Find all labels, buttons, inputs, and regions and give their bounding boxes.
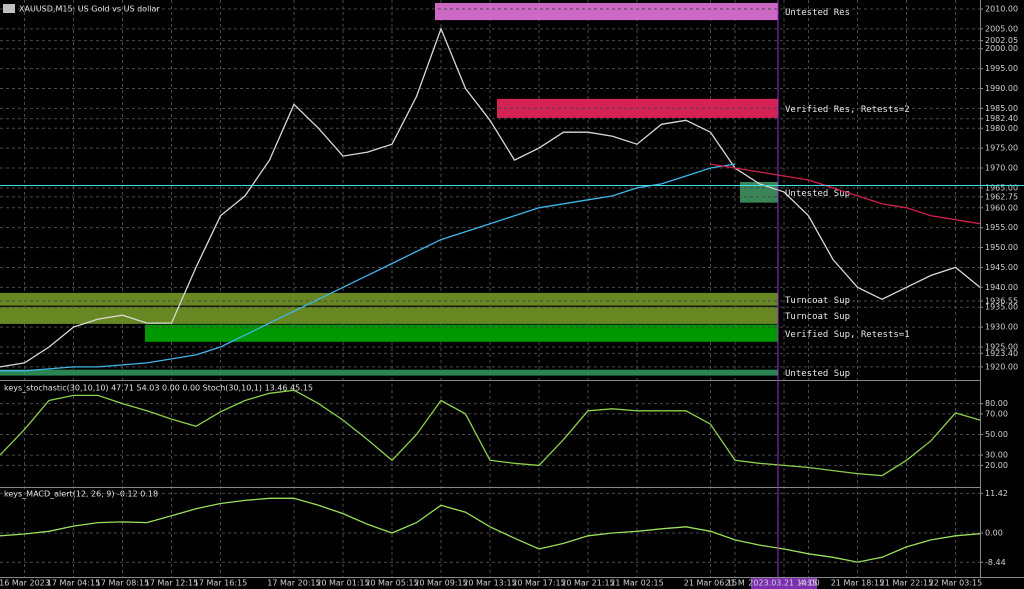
y-tick-label: 1950.00 bbox=[985, 243, 1018, 252]
time-highlight bbox=[751, 578, 817, 589]
zone-label: Turncoat Sup bbox=[785, 296, 850, 306]
x-tick-label: 2023.03.21 14:00 bbox=[748, 579, 819, 588]
y-tick-label: 1945.00 bbox=[985, 263, 1018, 272]
x-tick-label: 20 Mar 21:15 bbox=[561, 579, 614, 588]
y-tick-label: 1955.00 bbox=[985, 223, 1018, 232]
y-tick-label: -8.44 bbox=[985, 558, 1006, 567]
x-tick-label: 20 Mar 05:15 bbox=[365, 579, 418, 588]
y-tick-label: 1965.00 bbox=[985, 183, 1018, 192]
y-tick-label: 1925.00 bbox=[985, 342, 1018, 351]
indicator-title: keys_stochastic(30,10,10) 47.71 54.03 0.… bbox=[4, 384, 313, 393]
zone-label: Untested Sup bbox=[785, 369, 850, 379]
y-tick-label: 2000.00 bbox=[985, 44, 1018, 53]
series-line bbox=[0, 26, 981, 368]
zone bbox=[435, 3, 778, 21]
y-tick-label: 1982.40 bbox=[985, 114, 1018, 123]
symbol-icon bbox=[3, 4, 15, 13]
y-tick-label: 20.00 bbox=[985, 461, 1008, 470]
y-tick-label: 1975.00 bbox=[985, 144, 1018, 153]
zone bbox=[0, 306, 778, 324]
y-tick-label: 1935.00 bbox=[985, 303, 1018, 312]
series-line bbox=[710, 163, 981, 225]
x-tick-label: 17 Mar 20:15 bbox=[267, 579, 320, 588]
y-tick-label: 1940.00 bbox=[985, 283, 1018, 292]
y-tick-label: 1920.00 bbox=[985, 362, 1018, 371]
zone-label: Turncoat Sup bbox=[785, 312, 850, 322]
y-tick-label: 1960.00 bbox=[985, 203, 1018, 212]
x-tick-label: 22 Mar 03:15 bbox=[929, 579, 982, 588]
y-tick-label: 0.00 bbox=[985, 529, 1003, 538]
zone bbox=[145, 324, 778, 342]
y-tick-label: 2005.00 bbox=[985, 24, 1018, 33]
series-line bbox=[0, 497, 981, 563]
y-tick-label: 1936.55 bbox=[985, 297, 1018, 306]
x-tick-label: 21 M bbox=[725, 579, 745, 588]
y-tick-label: 2010.00 bbox=[985, 4, 1018, 13]
x-tick-label: 20 Mar 17:15 bbox=[512, 579, 565, 588]
x-tick-label: 16 Mar 2023 bbox=[0, 579, 50, 588]
x-tick-label: 17 Mar 16:15 bbox=[194, 579, 247, 588]
zone-label: Untested Res bbox=[785, 8, 850, 18]
x-tick-label: 17 Mar 04:15 bbox=[47, 579, 100, 588]
zone-label: Untested Sup bbox=[785, 189, 850, 199]
indicator-title: keys_MACD_alert(12, 26, 9) -0.12 0.18 bbox=[4, 490, 158, 499]
x-tick-label: 17 Mar 12:15 bbox=[145, 579, 198, 588]
series-line bbox=[0, 389, 981, 477]
x-tick-label: 4:15 bbox=[800, 579, 818, 588]
y-tick-label: 11.42 bbox=[985, 489, 1008, 498]
x-tick-label: 21 Mar 22:15 bbox=[880, 579, 933, 588]
series-line bbox=[0, 163, 736, 372]
x-tick-label: 21 Mar 02:15 bbox=[610, 579, 663, 588]
x-tick-label: 20 Mar 09:15 bbox=[414, 579, 467, 588]
y-tick-label: 80.00 bbox=[985, 399, 1008, 408]
chart-title: XAUUSD,M15: US Gold vs US dollar bbox=[19, 5, 160, 14]
x-tick-label: 20 Mar 01:15 bbox=[316, 579, 369, 588]
y-tick-label: 1962.75 bbox=[985, 192, 1018, 201]
x-tick-label: 21 Mar 18:15 bbox=[831, 579, 884, 588]
zone-label: Verified Res, Retests=2 bbox=[785, 105, 910, 115]
x-tick-label: 20 Mar 13:15 bbox=[463, 579, 516, 588]
y-tick-label: 2002.05 bbox=[985, 36, 1018, 45]
y-tick-label: 30.00 bbox=[985, 451, 1008, 460]
zone bbox=[0, 369, 778, 376]
zone-label: Verified Sup, Retests=1 bbox=[785, 330, 910, 340]
y-tick-label: 1995.00 bbox=[985, 64, 1018, 73]
x-tick-label: 17 Mar 08:15 bbox=[96, 579, 149, 588]
y-tick-label: 1970.00 bbox=[985, 164, 1018, 173]
y-tick-label: 70.00 bbox=[985, 409, 1008, 418]
zone bbox=[0, 292, 778, 306]
x-tick-label: 21 Mar 06:15 bbox=[684, 579, 737, 588]
y-tick-label: 1985.00 bbox=[985, 104, 1018, 113]
y-tick-label: 1923.40 bbox=[985, 349, 1018, 358]
y-tick-label: 1990.00 bbox=[985, 84, 1018, 93]
y-tick-label: 1980.00 bbox=[985, 124, 1018, 133]
y-tick-label: 50.00 bbox=[985, 430, 1008, 439]
y-tick-label: 1930.00 bbox=[985, 323, 1018, 332]
